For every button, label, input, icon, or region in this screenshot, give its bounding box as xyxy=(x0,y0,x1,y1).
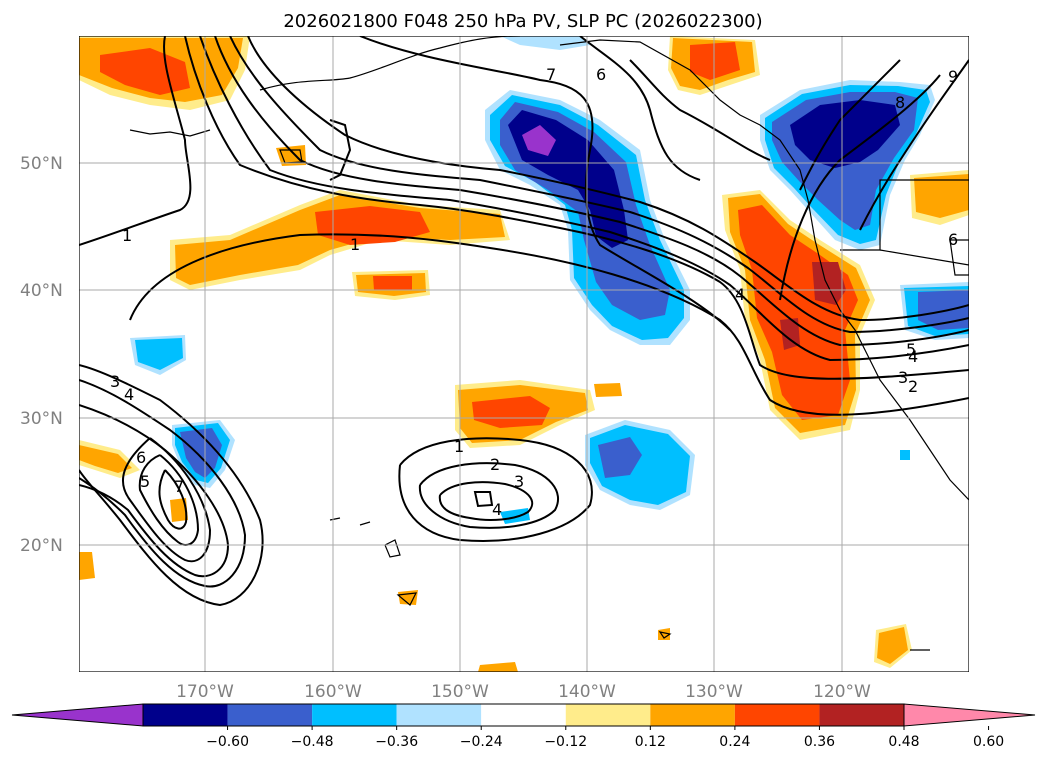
lon-label-170w: 170°W xyxy=(176,682,234,702)
colorbar-tick-label: −0.36 xyxy=(375,734,418,750)
colorbar-segment xyxy=(227,704,313,726)
contour-label: 5 xyxy=(906,340,916,359)
colorbar-segment xyxy=(481,704,566,726)
contour-label: 7 xyxy=(174,477,184,496)
lat-label-30n: 30°N xyxy=(20,409,63,429)
contour-label: 4 xyxy=(735,285,745,304)
lon-label-160w: 160°W xyxy=(304,682,362,702)
gridlines xyxy=(79,36,969,672)
lat-label-40n: 40°N xyxy=(20,281,63,301)
contour-label: 2 xyxy=(908,377,918,396)
colorbar-segment xyxy=(312,704,397,726)
contour-label: 2 xyxy=(490,455,500,474)
colorbar-frame xyxy=(142,703,905,727)
contour-label: 1 xyxy=(122,226,132,245)
contour-label: 6 xyxy=(596,65,606,84)
colorbar-segment xyxy=(396,704,482,726)
colorbar-tick-label: −0.24 xyxy=(460,734,503,750)
colorbar-tick-label: 0.36 xyxy=(804,734,835,750)
contour-label: 7 xyxy=(546,65,556,84)
contour-label: 3 xyxy=(898,368,908,387)
colorbar-tick-label: −0.12 xyxy=(544,734,587,750)
contour-label: 4 xyxy=(124,385,134,404)
map-panel: 1 1 4 6 7 8 9 3 4 6 5 7 1 2 3 4 4 5 3 2 … xyxy=(79,36,969,672)
colorbar-tick-label: 0.48 xyxy=(888,734,919,750)
colorbar-segment xyxy=(819,704,904,726)
contour-label: 4 xyxy=(492,500,502,519)
colorbar: −0.60 −0.48 −0.36 −0.24 −0.12 0.12 0.24 0.36 0.4… xyxy=(11,703,1036,750)
contour-labels: 1 1 4 6 7 8 9 3 4 6 5 7 1 2 3 4 4 5 3 2 … xyxy=(110,65,958,519)
contour-label: 9 xyxy=(948,67,958,86)
colorbar-segment xyxy=(650,704,735,726)
lat-label-50n: 50°N xyxy=(20,154,63,174)
contour-label: 5 xyxy=(140,472,150,491)
contour-label: 6 xyxy=(948,230,958,249)
colorbar-segment xyxy=(565,704,651,726)
coastlines xyxy=(129,36,969,651)
contour-label: 8 xyxy=(895,93,905,112)
contour-label: 6 xyxy=(136,448,146,467)
lat-label-20n: 20°N xyxy=(20,536,63,556)
colorbar-tick-label: −0.48 xyxy=(291,734,334,750)
colorbar-extend-min xyxy=(11,703,144,727)
contour-label: 3 xyxy=(514,472,524,491)
colorbar-tick-label: 0.24 xyxy=(719,734,750,750)
colorbar-segment xyxy=(734,704,820,726)
contour-label: 1 xyxy=(454,437,464,456)
longitude-labels: 170°W 160°W 150°W 140°W 130°W 120°W xyxy=(176,682,871,702)
contour-label: 4 xyxy=(908,347,918,366)
lon-label-130w: 130°W xyxy=(685,682,743,702)
colorbar-tick-label: −0.60 xyxy=(206,734,249,750)
colorbar-tick-label: 0.12 xyxy=(635,734,666,750)
lon-label-140w: 140°W xyxy=(558,682,616,702)
contour-label: 3 xyxy=(110,372,120,391)
latitude-labels: 50°N 40°N 30°N 20°N xyxy=(20,154,63,556)
figure-title: 2026021800 F048 250 hPa PV, SLP PC (2026… xyxy=(283,11,762,32)
colorbar-tick-label: 0.60 xyxy=(973,734,1004,750)
colorbar-extend-max xyxy=(903,703,1036,727)
colorbar-segment xyxy=(143,704,228,726)
lon-label-120w: 120°W xyxy=(813,682,871,702)
slp-contours xyxy=(79,36,969,607)
contour-label: 1 xyxy=(350,235,360,254)
lon-label-150w: 150°W xyxy=(431,682,489,702)
